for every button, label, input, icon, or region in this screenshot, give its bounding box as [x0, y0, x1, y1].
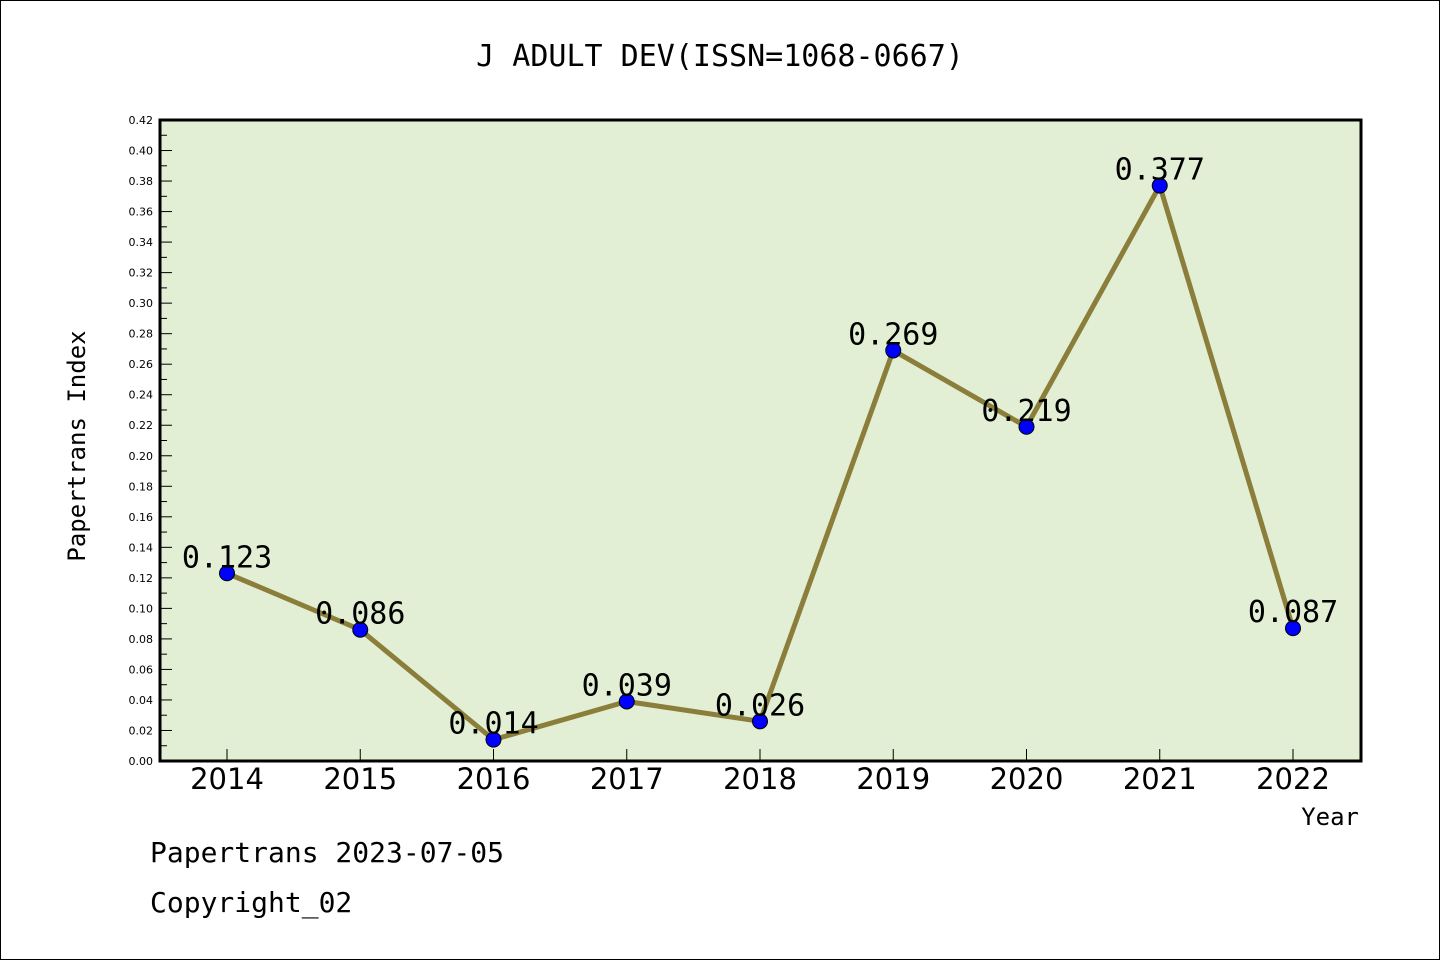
y-tick-label: 0.12	[129, 572, 154, 585]
y-tick-label: 0.16	[129, 511, 154, 524]
x-tick-label: 2022	[1256, 762, 1330, 796]
data-point	[352, 621, 369, 638]
y-axis-label: Papertrans Index	[63, 330, 91, 561]
x-tick-label: 2018	[723, 762, 797, 796]
footer-copyright: Copyright_02	[150, 886, 353, 919]
y-tick-label: 0.26	[129, 358, 154, 371]
data-point	[752, 713, 768, 730]
data-label: 0.039	[582, 668, 672, 703]
data-point	[618, 693, 635, 710]
y-tick-label: 0.04	[129, 694, 154, 707]
data-point	[1018, 418, 1035, 435]
y-tick-label: 0.02	[129, 724, 154, 737]
series-layer	[219, 177, 1301, 748]
data-label: 0.026	[715, 688, 805, 723]
data-label: 0.014	[448, 707, 538, 742]
data-label: 0.377	[1115, 153, 1205, 188]
x-tick-label: 2019	[856, 762, 930, 796]
chart-title: J ADULT DEV(ISSN=1068-0667)	[476, 39, 964, 74]
y-tick-label: 0.22	[129, 419, 154, 432]
x-axis: 2014 2015 2016 2017 2018 2019 2020 2021 2022	[190, 749, 1330, 796]
x-tick-label: 2021	[1123, 762, 1197, 796]
y-tick-label: 0.10	[129, 602, 154, 615]
data-point	[885, 342, 902, 359]
x-axis-label: Year	[1301, 803, 1359, 831]
y-tick-label: 0.08	[129, 633, 154, 646]
data-label: 0.086	[315, 597, 405, 632]
y-tick-label: 0.42	[129, 114, 154, 127]
y-tick-label: 0.18	[129, 480, 154, 493]
y-tick-label: 0.36	[129, 206, 154, 219]
data-label: 0.219	[981, 394, 1071, 429]
data-label: 0.123	[182, 540, 272, 575]
x-tick-label: 2014	[190, 762, 264, 796]
plot-area	[158, 118, 1363, 763]
y-tick-label: 0.06	[129, 663, 154, 676]
data-point	[219, 565, 235, 582]
x-tick-label: 2015	[323, 762, 397, 796]
y-tick-label: 0.28	[129, 328, 154, 341]
x-tick-label: 2017	[590, 762, 664, 796]
x-tick-label: 2016	[457, 762, 531, 796]
data-point	[485, 731, 502, 748]
y-tick-label: 0.24	[129, 389, 154, 402]
y-tick-label: 0.34	[129, 236, 154, 249]
data-label: 0.087	[1248, 595, 1338, 630]
data-point	[1285, 620, 1301, 637]
data-point	[1151, 177, 1168, 194]
data-label-layer: 0.123 0.086 0.014 0.039 0.026 0.269 0.219 0.377…	[182, 153, 1338, 742]
y-axis: 0.00 0.02 0.04 0.06 0.08 0.10 0.12 0.14 0.16 0.18…	[129, 114, 172, 768]
data-label: 0.269	[848, 317, 938, 352]
x-tick-label: 2020	[990, 762, 1064, 796]
y-tick-label: 0.20	[129, 450, 154, 463]
y-tick-label: 0.40	[129, 145, 154, 158]
y-tick-label: 0.38	[129, 175, 154, 188]
y-tick-label: 0.00	[129, 755, 154, 768]
y-tick-label: 0.30	[129, 297, 154, 310]
y-tick-label: 0.14	[129, 541, 154, 554]
footer-stamp: Papertrans 2023-07-05	[150, 836, 505, 869]
y-tick-label: 0.32	[129, 267, 154, 280]
